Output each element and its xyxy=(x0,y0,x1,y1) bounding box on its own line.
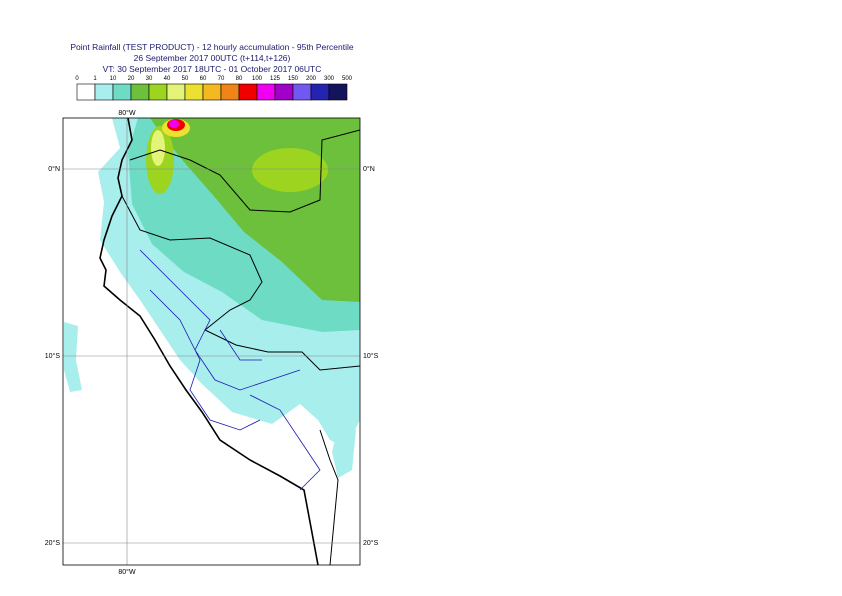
lat-label: 0°N xyxy=(48,165,60,173)
legend-label: 0 xyxy=(75,76,79,82)
lat-label: 0°N xyxy=(363,165,375,173)
lon-label: 80°W xyxy=(118,568,136,576)
region-border xyxy=(139,249,321,491)
legend-label: 150 xyxy=(288,76,299,82)
legend-swatch xyxy=(130,83,150,101)
legend-label: 125 xyxy=(270,76,281,82)
legend-swatch xyxy=(274,83,294,101)
legend-swatch xyxy=(202,83,222,101)
legend-label: 500 xyxy=(342,76,353,82)
legend-label: 70 xyxy=(218,76,225,82)
legend-swatch xyxy=(184,83,204,101)
title-line: Point Rainfall (TEST PRODUCT) - 12 hourl… xyxy=(70,42,354,52)
lat-label: 20°S xyxy=(363,539,379,547)
rain-area xyxy=(169,120,179,128)
title-line: VT: 30 September 2017 18UTC - 01 October… xyxy=(103,64,322,74)
legend-label: 1 xyxy=(93,76,97,82)
title-line: 26 September 2017 00UTC (t+114,t+126) xyxy=(134,53,291,63)
legend-swatch xyxy=(328,83,348,101)
legend-swatch xyxy=(148,83,168,101)
rain-field xyxy=(64,118,360,565)
legend-label: 60 xyxy=(200,76,207,82)
legend-label: 10 xyxy=(110,76,117,82)
lon-label: 80°W xyxy=(118,109,136,117)
legend-label: 300 xyxy=(324,76,335,82)
legend-swatch xyxy=(94,83,114,101)
lat-label: 10°S xyxy=(45,352,61,360)
legend-swatch xyxy=(166,83,186,101)
legend-label: 80 xyxy=(236,76,243,82)
legend-label: 100 xyxy=(252,76,263,82)
rain-area xyxy=(151,130,165,166)
graticule xyxy=(63,118,360,565)
legend-swatch xyxy=(256,83,276,101)
rain-area xyxy=(252,148,328,192)
legend-swatch xyxy=(220,83,240,101)
legend-label: 40 xyxy=(164,76,171,82)
country-border xyxy=(121,129,360,565)
legend-label: 200 xyxy=(306,76,317,82)
legend-swatch xyxy=(76,83,96,101)
rain-area xyxy=(64,322,82,392)
legend-label: 20 xyxy=(128,76,135,82)
lat-label: 10°S xyxy=(363,352,379,360)
coastline xyxy=(99,118,319,565)
legend-label: 50 xyxy=(182,76,189,82)
legend-label: 30 xyxy=(146,76,153,82)
legend-swatch xyxy=(112,83,132,101)
legend-swatch xyxy=(292,83,312,101)
map: 80°W 80°W 0°N 0°N 10°S 10°S 20°S 20°S xyxy=(45,109,379,576)
lat-label: 20°S xyxy=(45,539,61,547)
legend-swatch xyxy=(238,83,258,101)
rain-area xyxy=(332,420,356,478)
legend: 0 1 10 20 30 40 50 60 70 80 100 125 150 200 300 500 xyxy=(75,76,353,101)
map-frame xyxy=(62,117,361,566)
legend-swatch xyxy=(310,83,330,101)
